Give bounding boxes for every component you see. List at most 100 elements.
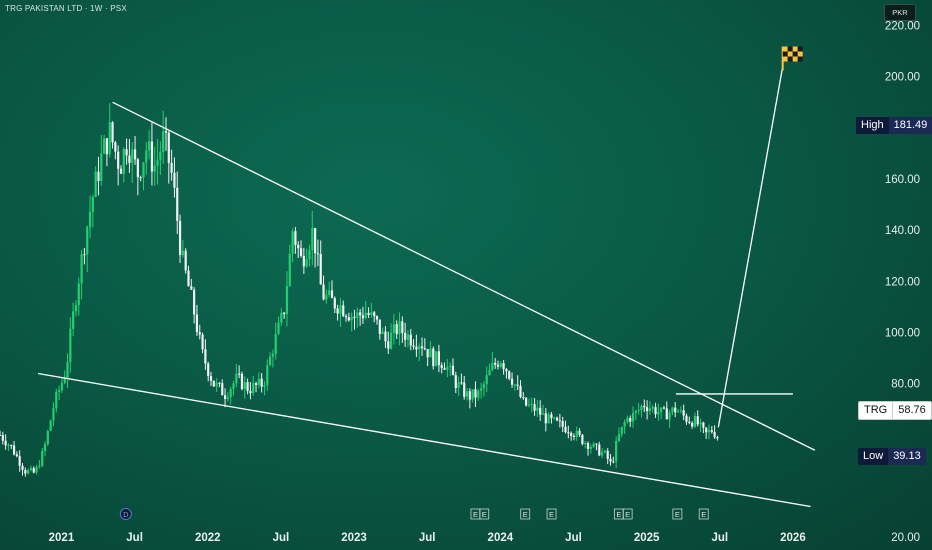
candle-body [401, 321, 403, 333]
candle-body [171, 163, 173, 173]
candle-body [342, 305, 344, 316]
trendline-target[interactable] [718, 67, 782, 428]
candle-body [683, 410, 685, 415]
candle-body [294, 231, 296, 245]
candle-body [156, 160, 158, 166]
candle-body [564, 427, 566, 433]
candle-body [224, 395, 226, 399]
candle-body [559, 420, 561, 421]
candle-body [151, 142, 153, 172]
candle-body [159, 152, 161, 160]
candle-body [35, 467, 37, 472]
candle-body [528, 405, 530, 406]
candle-body [652, 407, 654, 408]
candles-layer [0, 103, 719, 476]
candle-body [185, 251, 187, 271]
candle-body [334, 298, 336, 308]
candle-body [581, 435, 583, 444]
candle-body [187, 271, 189, 287]
candle-body [691, 423, 693, 427]
candle-body [539, 408, 541, 415]
candle-body [142, 163, 144, 178]
candle-body [373, 312, 375, 316]
candle-body [666, 408, 668, 419]
candle-body [126, 149, 128, 155]
candle-body [204, 349, 206, 363]
last-price-value: 58.76 [893, 402, 931, 419]
event-marker-label: E [549, 510, 554, 519]
currency-badge[interactable]: PKR [884, 4, 916, 21]
candle-body [320, 254, 322, 284]
candle-body [218, 383, 220, 384]
candle-body [280, 313, 282, 323]
candle-body [477, 391, 479, 398]
flag-cell [788, 52, 793, 57]
candle-body [283, 313, 285, 314]
candle-body [370, 312, 372, 315]
candle-body [52, 408, 54, 420]
candle-body [429, 349, 431, 358]
candle-body [460, 382, 462, 383]
flag-cell [783, 52, 788, 57]
candle-body [562, 421, 564, 427]
candle-body [10, 445, 12, 446]
candle-body [89, 212, 91, 227]
candle-body [306, 259, 308, 266]
candle-body [365, 313, 367, 318]
candle-body [92, 197, 94, 212]
event-marker-label: E [482, 510, 487, 519]
candle-body [472, 389, 474, 399]
candle-body [168, 133, 170, 163]
candle-body [548, 414, 550, 423]
candle-body [128, 156, 130, 164]
candle-body [291, 231, 293, 254]
candle-body [109, 122, 111, 154]
y-tick-label: 160.00 [885, 174, 920, 186]
candle-body [699, 423, 701, 425]
last-price-tag: TRG 58.76 [858, 401, 932, 420]
candle-body [688, 422, 690, 423]
candle-body [449, 366, 451, 367]
candle-body [424, 348, 426, 349]
candle-body [640, 406, 642, 410]
candle-body [660, 407, 662, 411]
target-flag-icon[interactable] [783, 47, 803, 71]
candle-body [337, 308, 339, 313]
candle-body [525, 398, 527, 406]
candle-body [69, 329, 71, 362]
candle-body [86, 227, 88, 254]
candle-body [435, 351, 437, 366]
candle-body [241, 374, 243, 389]
candle-body [612, 461, 614, 462]
candle-body [261, 379, 263, 387]
candle-body [415, 347, 417, 350]
candle-body [266, 365, 268, 385]
candle-body [494, 363, 496, 365]
candle-body [404, 333, 406, 340]
flag-cell [798, 57, 803, 62]
candle-body [16, 454, 18, 456]
candle-body [635, 411, 637, 413]
candle-body [114, 142, 116, 151]
candle-body [33, 468, 35, 472]
candle-body [463, 382, 465, 396]
candle-body [13, 446, 15, 455]
candle-body [533, 404, 535, 411]
x-tick-label: Jul [273, 532, 290, 544]
candle-body [508, 371, 510, 378]
candle-body [570, 433, 572, 436]
candle-body [263, 385, 265, 387]
candle-body [30, 468, 32, 470]
trendlines-layer[interactable] [38, 47, 815, 507]
candle-body [252, 383, 254, 393]
candle-body [573, 436, 575, 437]
candle-body [137, 159, 139, 177]
candle-body [21, 466, 23, 470]
low-price-tag: Low 39.13 [858, 448, 926, 465]
candle-body [27, 470, 29, 473]
candle-body [452, 366, 454, 375]
y-tick-label: 220.00 [885, 21, 920, 33]
candle-body [654, 407, 656, 414]
